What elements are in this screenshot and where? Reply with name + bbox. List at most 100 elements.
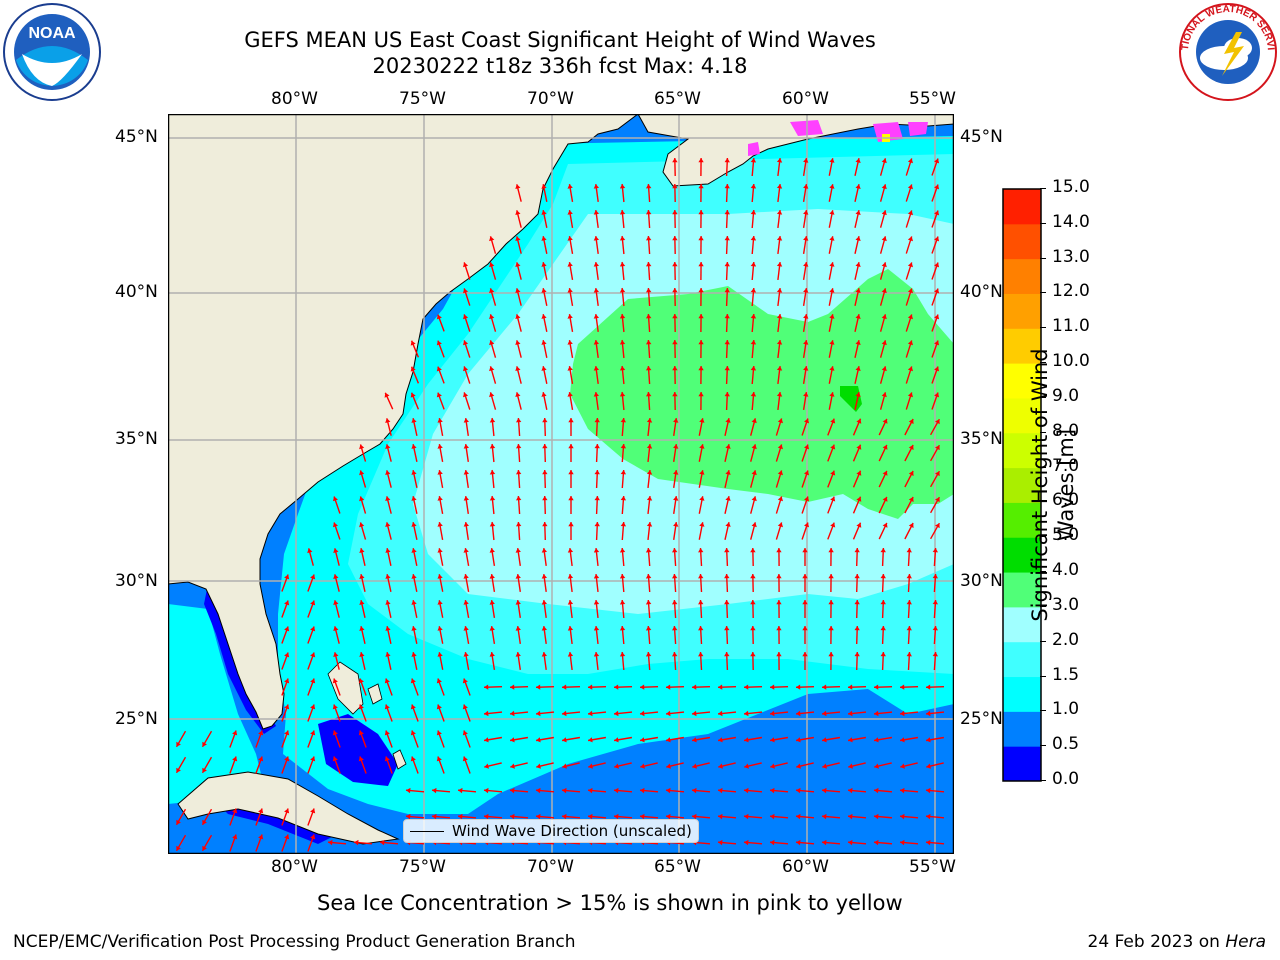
wind-wave-arrow-head — [776, 366, 783, 371]
lat-label-right-25n: 25°N — [960, 709, 1003, 729]
wind-wave-arrow-head — [645, 600, 652, 605]
wind-wave-arrow-head — [515, 652, 521, 657]
wind-wave-arrow-head — [310, 730, 316, 736]
wind-wave-arrow-head — [906, 600, 912, 605]
wind-wave-arrow-head — [332, 730, 338, 736]
wind-wave-arrow-head — [855, 314, 861, 319]
wind-wave-arrow-head — [593, 548, 600, 553]
wind-wave-arrow-head — [934, 184, 940, 190]
wind-wave-arrow-head — [854, 600, 860, 605]
wind-wave-arrow-head — [874, 710, 879, 717]
wind-wave-arrow-head — [666, 787, 671, 794]
wind-wave-arrow-head — [908, 497, 914, 502]
wind-wave-arrow-head — [698, 340, 704, 345]
wind-wave-arrow-head — [692, 710, 697, 717]
wind-wave-arrow-head — [541, 184, 547, 189]
colorbar-label-line2: Waves [m] — [1054, 428, 1078, 542]
wind-wave-arrow-head — [510, 710, 515, 717]
wind-wave-arrow-head — [698, 574, 704, 579]
wind-wave-arrow-head — [436, 366, 442, 372]
wind-wave-arrow-head — [724, 548, 730, 553]
wind-wave-arrow-head — [646, 418, 653, 423]
wind-wave-arrow-head — [906, 574, 912, 579]
colorbar-segment — [1003, 606, 1041, 643]
wind-wave-arrow-head — [620, 444, 626, 449]
wind-wave-arrow-head — [855, 236, 861, 241]
wind-wave-arrow-head — [202, 767, 207, 773]
wind-wave-arrow-head — [510, 737, 515, 743]
wind-wave-arrow-head — [489, 262, 495, 268]
wind-wave-arrow-head — [284, 704, 290, 710]
wind-wave-arrow-head — [854, 574, 860, 579]
wind-wave-arrow-head — [541, 574, 547, 579]
colorbar-tick-mark — [1040, 466, 1046, 468]
wind-wave-arrow-head — [619, 392, 626, 397]
colorbar-segment — [1003, 363, 1041, 399]
wind-wave-arrows — [175, 157, 945, 852]
wind-wave-arrow-head — [830, 444, 836, 450]
wind-wave-arrow-head — [176, 767, 181, 773]
wind-wave-arrow-head — [567, 548, 574, 553]
wind-wave-arrow-head — [718, 763, 723, 769]
wind-wave-arrow-head — [856, 470, 862, 476]
wind-wave-arrow-head — [829, 158, 835, 163]
wind-wave-arrow-head — [359, 626, 365, 631]
wind-wave-arrow-head — [822, 737, 827, 743]
wind-wave-arrow-head — [380, 839, 385, 846]
wind-wave-arrow-head — [770, 710, 775, 717]
wind-wave-arrow-head — [284, 808, 290, 814]
wind-wave-arrow-head — [176, 741, 181, 747]
wind-wave-arrow-head — [593, 600, 600, 605]
wind-wave-arrow-head — [640, 813, 645, 820]
wind-wave-arrow-head — [699, 444, 705, 449]
wind-wave-arrow-head — [568, 470, 574, 475]
wind-wave-arrow-head — [802, 574, 808, 579]
wind-wave-arrow-head — [698, 392, 704, 397]
wind-wave-arrow-head — [828, 652, 834, 657]
wind-wave-arrow-head — [907, 184, 913, 190]
colorbar-tick-mark — [1040, 292, 1046, 294]
wind-wave-arrow-head — [593, 574, 600, 579]
wind-wave-arrow-head — [463, 288, 469, 294]
wind-wave-arrow-head — [900, 839, 905, 846]
wind-wave-arrow-head — [410, 756, 416, 762]
wind-wave-arrow-head — [333, 600, 339, 605]
lon-label-bottom-65w: 65°W — [654, 857, 701, 877]
wind-wave-arrow-head — [804, 418, 810, 424]
lon-label-bottom-70w: 70°W — [527, 857, 574, 877]
wind-wave-arrow-head — [385, 444, 391, 449]
wind-wave-arrow-head — [411, 470, 417, 475]
colorbar-tick-mark — [1040, 745, 1046, 747]
wind-wave-arrow-head — [935, 523, 940, 529]
wind-wave-arrow-head — [202, 819, 207, 825]
wind-wave-arrow-head — [907, 210, 913, 216]
wind-wave-arrow-head — [900, 763, 905, 769]
wind-wave-arrow-head — [541, 314, 547, 319]
wind-wave-arrow-head — [567, 236, 573, 241]
wind-wave-arrow-head — [881, 366, 887, 372]
wind-wave-arrow-head — [698, 158, 704, 163]
wind-wave-arrow-head — [829, 392, 835, 397]
wind-wave-arrow-head — [593, 340, 599, 345]
wind-wave-arrow-head — [614, 710, 619, 717]
wind-wave-arrow-head — [432, 813, 437, 820]
wind-wave-arrow-head — [718, 787, 723, 794]
wind-wave-arrow-head — [620, 470, 626, 475]
wind-wave-arrow-head — [284, 652, 290, 658]
wind-wave-arrow-head — [724, 652, 730, 657]
lat-label-left-45n: 45°N — [115, 127, 158, 147]
wind-wave-arrow-head — [856, 496, 862, 502]
lon-label-top-55w: 55°W — [909, 89, 956, 109]
wind-wave-arrow-head — [594, 496, 600, 501]
wind-wave-arrow-head — [770, 813, 775, 820]
wind-wave-arrow-head — [692, 684, 697, 690]
wind-wave-arrow-head — [828, 600, 834, 605]
wind-wave-arrow-head — [489, 366, 495, 372]
wind-wave-arrow-head — [536, 684, 541, 690]
wind-wave-arrow-head — [822, 763, 827, 769]
wind-wave-arrow-head — [803, 236, 809, 241]
wind-wave-arrow-head — [614, 787, 619, 794]
wind-wave-arrow-head — [359, 522, 365, 528]
wind-wave-arrow-head — [515, 262, 521, 267]
wind-wave-arrow-head — [830, 522, 836, 528]
